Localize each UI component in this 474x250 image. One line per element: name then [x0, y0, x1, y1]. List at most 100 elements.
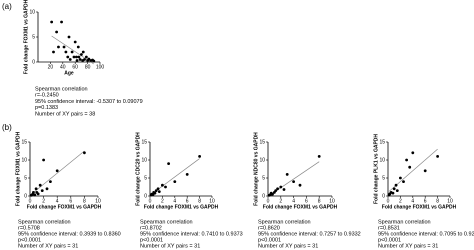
x-tick-label: 2 [161, 198, 164, 204]
point [298, 183, 302, 187]
x-tick-label: 0 [149, 198, 152, 204]
y-axis-label: Fold change FOXM1 vs GAPDH [23, 0, 29, 74]
point [80, 53, 83, 56]
x-tick-label: 4 [173, 198, 176, 204]
x-axis-label: Fold change FOXM1 vs GAPDH [382, 204, 457, 210]
x-tick-label: 20 [48, 64, 54, 70]
point [36, 192, 40, 196]
x-tick-label: 60 [72, 64, 78, 70]
stat-line: 95% confidence interval: 0.7095 to 0.928… [378, 231, 474, 237]
y-tick-label: 15 [379, 139, 385, 145]
point [394, 183, 398, 187]
stat-line: 95% confidence interval: -0.5307 to 0.09… [35, 99, 143, 105]
point [55, 30, 58, 34]
y-tick-label: 0 [262, 193, 265, 199]
point [156, 187, 160, 191]
stat-line: 95% confidence interval: 0.3939 to 0.836… [18, 231, 121, 237]
point [60, 20, 63, 24]
y-axis-label: Fold change FOXM1 vs GAPDH [15, 131, 21, 206]
x-tick-label: 4 [292, 198, 295, 204]
x-tick-label: 0 [267, 198, 270, 204]
x-tick-label: 0 [387, 198, 390, 204]
point [76, 45, 80, 49]
point [87, 57, 91, 61]
point [75, 59, 79, 62]
x-tick-label: 40 [60, 64, 66, 70]
point [161, 183, 164, 187]
point [271, 192, 274, 196]
stat-line: Spearman correlation [35, 86, 88, 92]
y-tick-label: 15 [21, 139, 27, 145]
x-tick-label: 2 [399, 198, 402, 204]
point [64, 50, 68, 54]
y-tick-label: 0 [144, 193, 147, 199]
x-axis-label: Fold change FOXM1 vs GAPDH [144, 204, 219, 210]
point [285, 173, 289, 176]
point [282, 188, 286, 191]
point [167, 162, 171, 166]
point [42, 158, 45, 162]
x-tick-label: 8 [83, 198, 86, 204]
point [391, 191, 395, 195]
stat-line: Number of XY pairs = 31 [140, 243, 200, 249]
stat-line: p<0.0001 [378, 237, 401, 243]
point [49, 180, 52, 184]
point [408, 165, 412, 169]
x-tick-label: 4 [56, 198, 59, 204]
stat-line: r=-0.2450 [35, 93, 59, 99]
point [279, 185, 283, 189]
stat-line: r=0.8702 [140, 225, 162, 231]
x-tick-label: 0 [29, 198, 32, 204]
point [411, 151, 415, 155]
point [173, 180, 177, 184]
y-tick-label: 5 [24, 175, 27, 181]
panel-label: (a) [2, 2, 12, 11]
point [45, 187, 49, 191]
x-tick-label: 2 [42, 198, 45, 204]
stat-line: p<0.0001 [140, 237, 163, 243]
y-tick-label: 10 [379, 157, 385, 163]
stat-line: r=0.5708 [18, 225, 40, 231]
x-tick-label: 10 [209, 198, 215, 204]
point [75, 55, 78, 59]
point [292, 180, 295, 184]
point [81, 50, 85, 54]
point [57, 45, 60, 49]
stat-line: Spearman correlation [258, 219, 311, 225]
point [423, 169, 427, 173]
x-tick-label: 6 [305, 198, 308, 204]
point [402, 180, 405, 184]
point [405, 158, 408, 162]
y-tick-label: 5 [262, 175, 265, 181]
point [52, 50, 55, 54]
point [317, 155, 321, 158]
point [40, 189, 44, 193]
stat-line: 95% confidence interval: 0.7410 to 0.937… [140, 231, 243, 237]
x-tick-label: 6 [424, 198, 427, 204]
y-tick-label: 0 [32, 59, 35, 65]
point [67, 35, 71, 39]
x-axis-label: Age [64, 70, 74, 76]
x-tick-label: 6 [69, 198, 72, 204]
stat-line: p=0.1383 [35, 105, 58, 111]
point [157, 190, 161, 194]
point [55, 169, 59, 173]
x-tick-label: 10 [329, 198, 335, 204]
y-tick-label: 10 [21, 157, 27, 163]
point [78, 58, 82, 61]
point [68, 58, 72, 61]
x-tick-label: 6 [186, 198, 189, 204]
stat-line: r=0.8531 [378, 225, 400, 231]
x-tick-label: 4 [411, 198, 414, 204]
point [70, 50, 74, 54]
point [164, 185, 167, 189]
point [32, 191, 35, 194]
stat-line: Number of XY pairs = 38 [35, 111, 95, 117]
y-tick-label: 15 [141, 139, 147, 145]
point [92, 59, 96, 63]
stat-line: Number of XY pairs = 31 [18, 243, 78, 249]
point [62, 45, 66, 49]
y-tick-label: 10 [29, 9, 35, 15]
point [153, 191, 157, 195]
